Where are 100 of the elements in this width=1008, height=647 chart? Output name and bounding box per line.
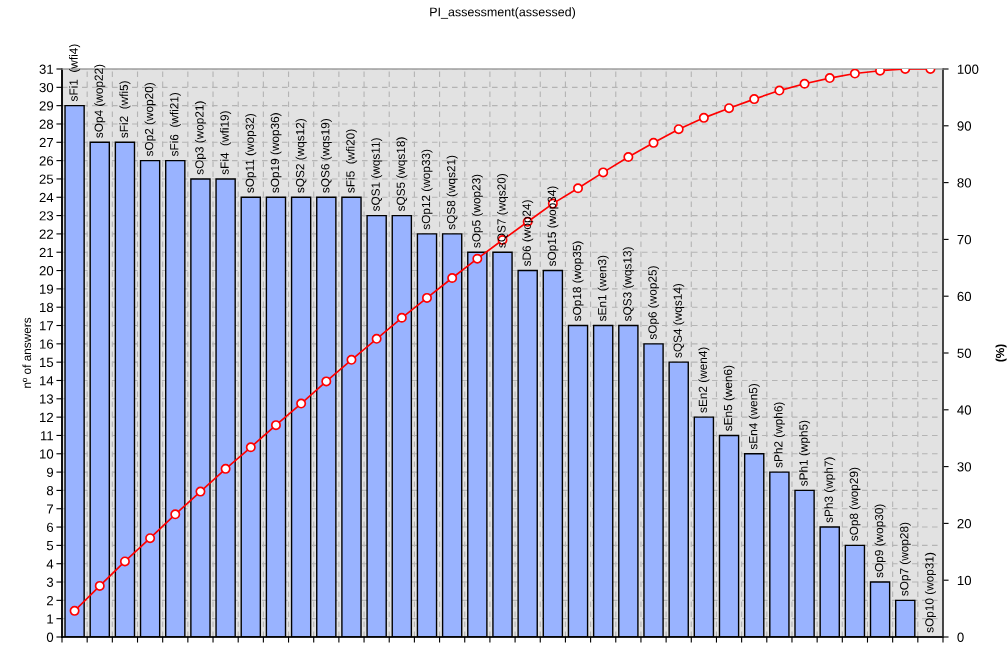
y2-tick-label: 40 [957, 405, 972, 415]
x-tick-label: sFi5 (wfi20) [345, 129, 357, 193]
y-tick-label: 6 [47, 522, 54, 532]
chart-title: PI_assessment(assessed) [430, 7, 576, 19]
y-tick-label: 26 [39, 156, 54, 166]
x-tick-label: sOp4 (wop22) [94, 64, 106, 138]
x-tick-label: sPh2 (wph6) [773, 402, 785, 468]
x-tick-label: sOp2 (wop20) [144, 83, 156, 157]
x-tick-label: sFi4 (wfi19) [220, 111, 232, 175]
point [623, 152, 634, 163]
point [346, 354, 357, 365]
point [648, 137, 659, 148]
point [195, 486, 206, 497]
x-tick-label: sOp12 (wop33) [421, 149, 433, 230]
y-tick-label: 8 [46, 485, 54, 496]
y2-tick-label: 30 [957, 462, 972, 472]
y2-tick-label: 60 [957, 291, 972, 302]
point [447, 273, 458, 284]
point [799, 78, 810, 89]
x-tick-label: sEn4 (wen5) [748, 384, 760, 450]
x-tick-label: sOp19 (wop36) [270, 113, 282, 193]
y-tick-label: 20 [39, 266, 54, 276]
x-tick-label: sOp8 (wop29) [849, 467, 861, 541]
x-tick-label: sOp18 (wop35) [572, 241, 584, 322]
x-tick-label: sFi2 (wfi5) [119, 81, 131, 138]
y-tick-label: 31 [39, 64, 54, 74]
y-tick-label: 19 [40, 284, 54, 294]
point [421, 292, 432, 303]
y-tick-label: 25 [39, 174, 54, 184]
y-tick-label: 12 [40, 412, 54, 422]
y2-tick-label: 80 [957, 178, 972, 188]
y-tick-label: 24 [39, 192, 54, 203]
y-tick-label: 7 [47, 504, 53, 514]
y-tick-label: 10 [40, 449, 54, 459]
point [774, 85, 785, 96]
x-tick-label: sD6 (wop24) [522, 200, 534, 267]
y-axis-title: nº of answers [22, 317, 32, 388]
point [673, 124, 684, 135]
y-tick-label: 28 [39, 119, 54, 129]
point [824, 73, 835, 84]
y2-tick-label: 20 [957, 518, 972, 529]
y-tick-label: 1 [47, 614, 54, 624]
point [724, 103, 735, 114]
point [698, 112, 709, 123]
point [220, 463, 231, 474]
x-tick-label: sQS2 (wqs12) [295, 119, 307, 193]
y2-tick-label: 0 [957, 632, 964, 642]
x-tick-label: sEn5 (wen6) [723, 365, 735, 431]
y-tick-label: 14 [40, 376, 54, 386]
y-tick-label: 4 [46, 559, 54, 569]
point [472, 253, 483, 264]
x-tick-label: sQS5 (wqs18) [396, 137, 408, 212]
y2-tick-label: 70 [957, 234, 972, 245]
y-tick-label: 15 [40, 357, 54, 368]
y-tick-label: 16 [40, 339, 54, 349]
y2-tick-label: 10 [957, 575, 972, 586]
y-tick-label: 3 [46, 577, 54, 587]
y-tick-label: 2 [46, 595, 53, 606]
y-tick-label: 13 [40, 394, 54, 404]
point [270, 420, 281, 431]
x-tick-label: sQS1 (wqs11) [371, 138, 383, 212]
point [849, 69, 860, 79]
x-tick-label: sQS4 (wqs14) [673, 283, 685, 358]
y-tick-label: 5 [46, 541, 54, 551]
point [371, 333, 382, 344]
point [119, 556, 130, 567]
x-tick-label: sOp5 (wop23) [471, 174, 483, 248]
point [749, 94, 760, 105]
y2-axis-title: (%) [995, 344, 1007, 362]
x-tick-label: sOp9 (wop30) [874, 504, 886, 578]
x-tick-label: sPh3 (wph7) [824, 457, 836, 523]
point [598, 167, 609, 178]
point [573, 183, 584, 194]
x-tick-label: sOp10 (wop31) [924, 552, 936, 633]
y-tick-label: 9 [46, 467, 54, 478]
y2-tick-label: 100 [957, 64, 979, 74]
x-tick-label: sOp15 (wop34) [547, 186, 559, 267]
x-tick-label: sEn1 (wen3) [597, 255, 609, 322]
x-tick-label: sQS8 (wqs21) [446, 155, 458, 230]
point [69, 605, 80, 616]
x-tick-label: sQS7 (wqs20) [497, 174, 508, 248]
point [145, 533, 156, 544]
y2-tick-label: 50 [957, 348, 972, 358]
y-tick-label: 27 [39, 137, 54, 148]
y-tick-label: 21 [39, 247, 54, 258]
y-tick-label: 29 [39, 101, 54, 111]
point [321, 376, 332, 387]
x-tick-label: sOp6 (wop25) [648, 266, 660, 340]
y-tick-label: 23 [39, 211, 54, 221]
x-tick-label: sOp11 (wop32) [245, 113, 257, 193]
point [170, 509, 181, 520]
point [396, 312, 407, 323]
x-tick-label: sOp3 (wop21) [194, 101, 206, 175]
point [94, 580, 105, 591]
y-tick-label: 0 [46, 632, 54, 642]
x-tick-label: sFi1 (wfi4) [69, 44, 81, 102]
y-tick-label: 18 [40, 302, 54, 313]
point [296, 398, 307, 409]
x-tick-label: sPh1 (wph5) [799, 420, 811, 486]
x-tick-label: sOp7 (wop28) [899, 522, 911, 596]
